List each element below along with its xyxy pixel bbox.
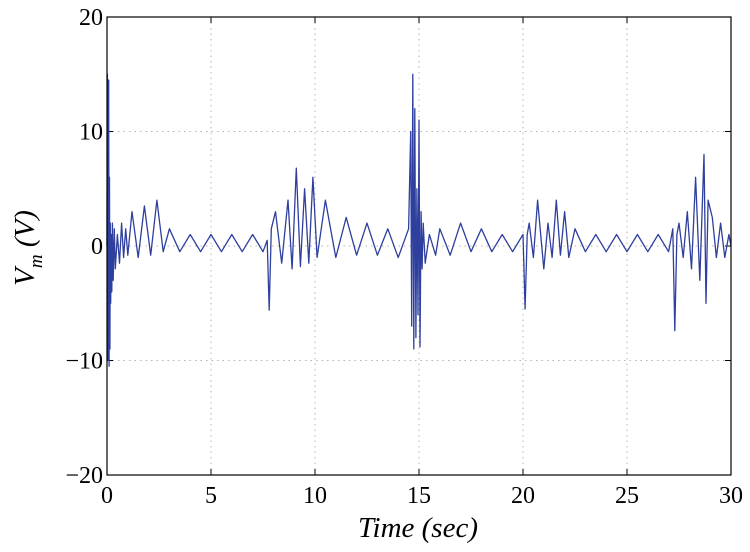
x-tick-label: 0 bbox=[101, 483, 113, 509]
x-tick-labels: 0 5 10 15 20 25 30 bbox=[101, 483, 743, 509]
y-tick-label: 20 bbox=[79, 5, 103, 31]
x-tick-label: 10 bbox=[303, 483, 327, 509]
y-axis-label-subscript: m bbox=[26, 254, 47, 268]
series-line bbox=[106, 73, 732, 367]
x-tick-label: 20 bbox=[511, 483, 535, 509]
y-axis-label-main: V bbox=[9, 265, 41, 286]
plot-frame bbox=[106, 16, 732, 476]
x-tick-label: 30 bbox=[719, 483, 743, 509]
x-axis-label: Time (sec) bbox=[358, 512, 478, 544]
y-tick-label: −10 bbox=[65, 349, 103, 375]
x-tick-label: 5 bbox=[205, 483, 217, 509]
y-axis-label: Vm (V) bbox=[9, 210, 47, 286]
series-layer bbox=[106, 73, 732, 367]
y-tick-label: −20 bbox=[65, 463, 103, 489]
x-tick-label: 15 bbox=[407, 483, 431, 509]
y-tick-label: 0 bbox=[91, 234, 103, 260]
y-tick-label: 10 bbox=[79, 120, 103, 146]
y-axis-label-unit: (V) bbox=[9, 210, 41, 254]
y-tick-labels: −20 −10 0 10 20 bbox=[65, 5, 103, 489]
x-tick-label: 25 bbox=[615, 483, 639, 509]
